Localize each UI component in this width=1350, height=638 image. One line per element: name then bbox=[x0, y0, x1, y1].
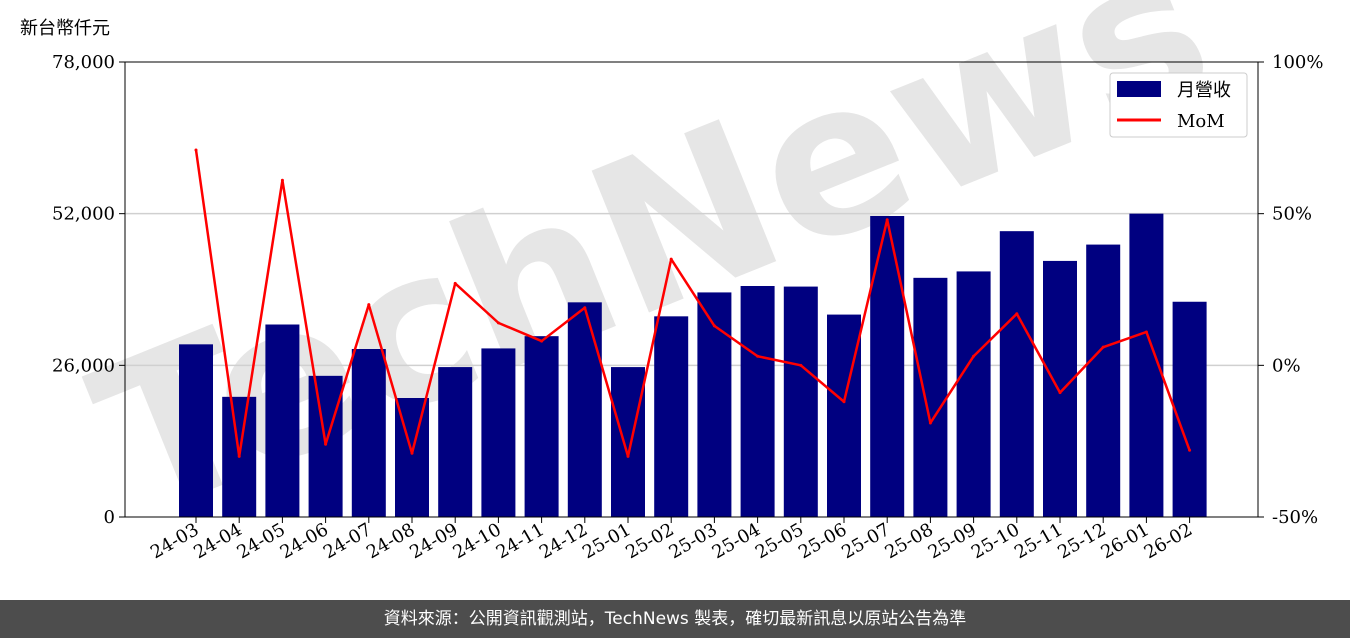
mom-point bbox=[540, 339, 544, 343]
x-tick-label: 24-07 bbox=[320, 519, 375, 563]
legend-label-revenue: 月營收 bbox=[1177, 80, 1231, 101]
x-tick-label: 25-05 bbox=[752, 519, 807, 563]
revenue-bar bbox=[611, 367, 645, 517]
x-tick-label: 24-09 bbox=[406, 519, 461, 563]
x-tick-label: 24-08 bbox=[363, 519, 418, 563]
x-tick-label: 24-06 bbox=[277, 519, 332, 563]
revenue-bar bbox=[654, 316, 689, 517]
mom-point bbox=[1015, 312, 1019, 316]
revenue-bar bbox=[1086, 244, 1121, 518]
legend-label-mom: MoM bbox=[1177, 111, 1225, 132]
mom-point bbox=[928, 421, 932, 425]
revenue-bar bbox=[1172, 301, 1207, 517]
x-tick-label: 25-12 bbox=[1054, 519, 1109, 563]
x-tick-label: 25-01 bbox=[579, 519, 634, 563]
revenue-bar bbox=[956, 271, 991, 517]
mom-point bbox=[842, 400, 846, 404]
revenue-bar bbox=[524, 336, 559, 517]
y-right-tick-label: 50% bbox=[1272, 204, 1312, 225]
revenue-bar bbox=[308, 375, 343, 517]
legend: 月營收 MoM bbox=[1109, 72, 1248, 138]
x-tick-label: 25-03 bbox=[665, 519, 720, 563]
mom-point bbox=[496, 321, 500, 325]
mom-point bbox=[1144, 330, 1148, 334]
y-left-tick-label: 0 bbox=[104, 507, 115, 528]
mom-point bbox=[799, 363, 803, 367]
mom-point bbox=[1188, 448, 1192, 452]
revenue-chart: TechNews 026,00052,00078,000-50%0%50%100… bbox=[52, 0, 1323, 565]
mom-point bbox=[626, 454, 630, 458]
mom-point bbox=[972, 354, 976, 358]
mom-point bbox=[237, 454, 241, 458]
mom-point bbox=[669, 257, 673, 261]
revenue-bar bbox=[870, 216, 905, 517]
revenue-bar bbox=[481, 348, 516, 517]
mom-point bbox=[1058, 391, 1062, 395]
mom-point bbox=[453, 281, 457, 285]
x-tick-label: 24-12 bbox=[536, 519, 591, 563]
revenue-bar bbox=[697, 292, 732, 517]
mom-point bbox=[885, 218, 889, 222]
mom-point bbox=[712, 324, 716, 328]
revenue-bar bbox=[351, 349, 386, 517]
y-left-tick-label: 78,000 bbox=[52, 52, 115, 73]
x-tick-label: 25-08 bbox=[881, 519, 936, 563]
x-tick-label: 26-02 bbox=[1141, 519, 1196, 563]
revenue-bar bbox=[179, 344, 213, 517]
x-tick-label: 25-02 bbox=[622, 519, 677, 563]
revenue-bar bbox=[999, 231, 1034, 517]
source-footer: 資料來源：公開資訊觀測站，TechNews 製表，確切最新訊息以原站公告為準 bbox=[0, 600, 1350, 638]
plot-frame bbox=[124, 61, 1259, 518]
x-tick-label: 25-11 bbox=[1011, 519, 1066, 563]
revenue-bar bbox=[567, 302, 602, 517]
x-tick-label: 25-07 bbox=[838, 519, 893, 563]
revenue-bar bbox=[783, 286, 818, 517]
mom-point bbox=[280, 178, 284, 182]
x-tick-label: 24-11 bbox=[493, 519, 548, 563]
revenue-bar bbox=[913, 277, 948, 517]
revenue-bar bbox=[1043, 260, 1077, 517]
legend-swatch-revenue bbox=[1117, 81, 1161, 97]
x-tick-label: 25-10 bbox=[968, 519, 1023, 563]
mom-point bbox=[1101, 345, 1105, 349]
y-right-tick-label: -50% bbox=[1272, 507, 1318, 528]
y-right-tick-label: 100% bbox=[1272, 52, 1323, 73]
x-tick-label: 25-04 bbox=[709, 519, 764, 563]
y-left-tick-label: 52,000 bbox=[52, 204, 115, 225]
mom-point bbox=[324, 442, 328, 446]
revenue-bar bbox=[265, 324, 300, 517]
mom-point bbox=[367, 303, 371, 307]
revenue-bar bbox=[740, 286, 775, 517]
y-right-tick-label: 0% bbox=[1272, 355, 1301, 376]
mom-point bbox=[583, 306, 587, 310]
mom-point bbox=[194, 148, 198, 152]
revenue-bar bbox=[438, 367, 473, 517]
mom-point bbox=[410, 451, 414, 455]
y-left-tick-label: 26,000 bbox=[52, 355, 115, 376]
y-unit-label: 新台幣仟元 bbox=[20, 18, 110, 39]
revenue-bar bbox=[827, 314, 861, 517]
x-tick-label: 25-09 bbox=[925, 519, 980, 563]
mom-line-series bbox=[194, 148, 1192, 458]
x-tick-label: 26-01 bbox=[1097, 519, 1152, 563]
mom-line bbox=[194, 149, 1191, 458]
x-tick-label: 25-06 bbox=[795, 519, 850, 563]
x-tick-label: 24-10 bbox=[449, 519, 504, 563]
mom-point bbox=[756, 354, 760, 358]
